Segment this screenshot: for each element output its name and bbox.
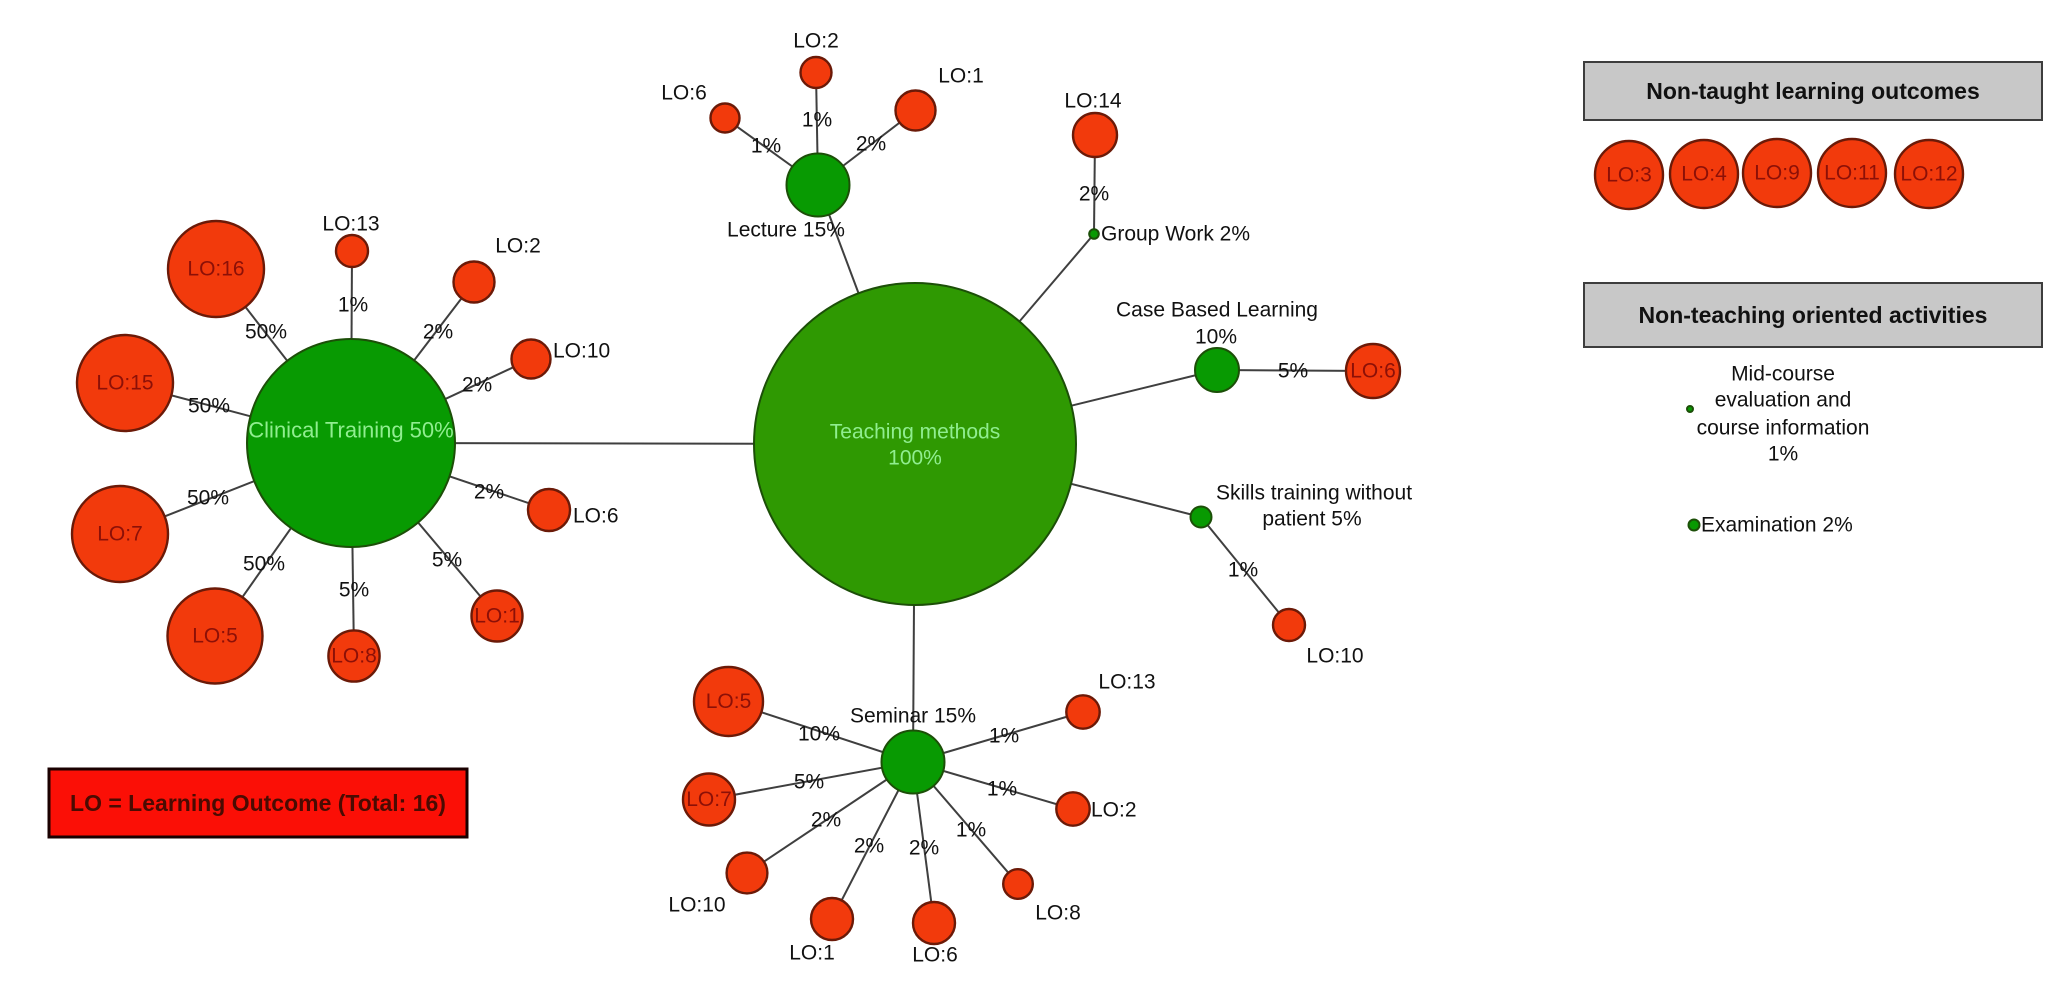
svg-text:1%: 1% — [802, 109, 832, 132]
svg-text:1%: 1% — [987, 778, 1017, 801]
svg-text:2%: 2% — [909, 837, 939, 860]
svg-text:50%: 50% — [188, 395, 230, 418]
svg-text:LO:13: LO:13 — [1098, 671, 1155, 694]
svg-text:1%: 1% — [338, 294, 368, 317]
svg-text:2%: 2% — [423, 321, 453, 344]
svg-text:Seminar 15%: Seminar 15% — [850, 705, 976, 728]
svg-text:LO:5: LO:5 — [706, 690, 752, 713]
svg-text:evaluation and: evaluation and — [1715, 389, 1852, 412]
svg-text:Non-taught learning outcomes: Non-taught learning outcomes — [1646, 78, 1980, 104]
svg-text:Mid-course: Mid-course — [1731, 363, 1835, 386]
svg-text:LO:12: LO:12 — [1900, 163, 1957, 186]
svg-text:LO:10: LO:10 — [1306, 645, 1363, 668]
svg-text:Group Work 2%: Group Work 2% — [1101, 223, 1250, 246]
svg-text:LO:6: LO:6 — [1350, 360, 1396, 383]
svg-text:LO:6: LO:6 — [573, 505, 619, 528]
svg-text:LO:6: LO:6 — [912, 944, 958, 967]
svg-text:Case Based Learning: Case Based Learning — [1116, 299, 1318, 322]
svg-text:LO:1: LO:1 — [474, 605, 520, 628]
svg-text:Skills training without: Skills training without — [1216, 482, 1412, 505]
svg-text:LO:8: LO:8 — [1035, 902, 1081, 925]
svg-text:LO:6: LO:6 — [661, 82, 707, 105]
svg-text:10%: 10% — [1195, 326, 1237, 349]
svg-text:Lecture 15%: Lecture 15% — [727, 219, 845, 242]
svg-text:1%: 1% — [989, 725, 1019, 748]
svg-text:2%: 2% — [462, 374, 492, 397]
svg-text:Non-teaching oriented activiti: Non-teaching oriented activities — [1639, 302, 1988, 328]
svg-text:LO:2: LO:2 — [1091, 799, 1137, 822]
svg-text:LO:10: LO:10 — [668, 894, 725, 917]
svg-text:2%: 2% — [1079, 183, 1109, 206]
svg-text:10%: 10% — [798, 723, 840, 746]
svg-text:2%: 2% — [811, 809, 841, 832]
svg-text:1%: 1% — [956, 819, 986, 842]
svg-text:5%: 5% — [339, 579, 369, 602]
svg-text:5%: 5% — [432, 549, 462, 572]
svg-text:50%: 50% — [187, 487, 229, 510]
svg-text:LO:16: LO:16 — [187, 258, 244, 281]
svg-text:LO:1: LO:1 — [789, 942, 835, 965]
svg-text:5%: 5% — [794, 771, 824, 794]
svg-text:LO:10: LO:10 — [553, 340, 610, 363]
svg-text:patient 5%: patient 5% — [1262, 508, 1361, 531]
svg-text:5%: 5% — [1278, 360, 1308, 383]
svg-text:LO:14: LO:14 — [1064, 90, 1122, 113]
svg-text:Clinical Training 50%: Clinical Training 50% — [248, 418, 453, 443]
svg-text:1%: 1% — [1228, 559, 1258, 582]
svg-text:2%: 2% — [474, 481, 504, 504]
svg-text:LO:2: LO:2 — [495, 235, 541, 258]
svg-text:2%: 2% — [854, 835, 884, 858]
svg-text:LO:15: LO:15 — [96, 372, 153, 395]
svg-text:LO:11: LO:11 — [1824, 162, 1880, 185]
svg-text:1%: 1% — [1768, 443, 1798, 466]
svg-text:Teaching methods: Teaching methods — [830, 421, 1000, 444]
svg-text:LO:9: LO:9 — [1754, 162, 1800, 185]
svg-text:50%: 50% — [245, 321, 287, 344]
svg-text:LO:13: LO:13 — [322, 213, 379, 236]
svg-text:LO:8: LO:8 — [331, 645, 377, 668]
svg-text:LO:4: LO:4 — [1681, 163, 1727, 186]
svg-text:course information: course information — [1697, 417, 1870, 440]
svg-text:LO:7: LO:7 — [97, 523, 143, 546]
svg-text:LO = Learning Outcome (Total:: LO = Learning Outcome (Total: 16) — [70, 790, 446, 816]
svg-text:50%: 50% — [243, 553, 285, 576]
svg-text:LO:5: LO:5 — [192, 625, 238, 648]
svg-text:100%: 100% — [888, 447, 942, 470]
svg-text:LO:3: LO:3 — [1606, 164, 1652, 187]
svg-text:LO:2: LO:2 — [793, 30, 839, 53]
svg-text:LO:7: LO:7 — [686, 788, 732, 811]
svg-text:1%: 1% — [751, 135, 781, 158]
svg-text:LO:1: LO:1 — [938, 65, 984, 88]
svg-text:Examination 2%: Examination 2% — [1701, 514, 1853, 537]
svg-text:2%: 2% — [856, 133, 886, 156]
